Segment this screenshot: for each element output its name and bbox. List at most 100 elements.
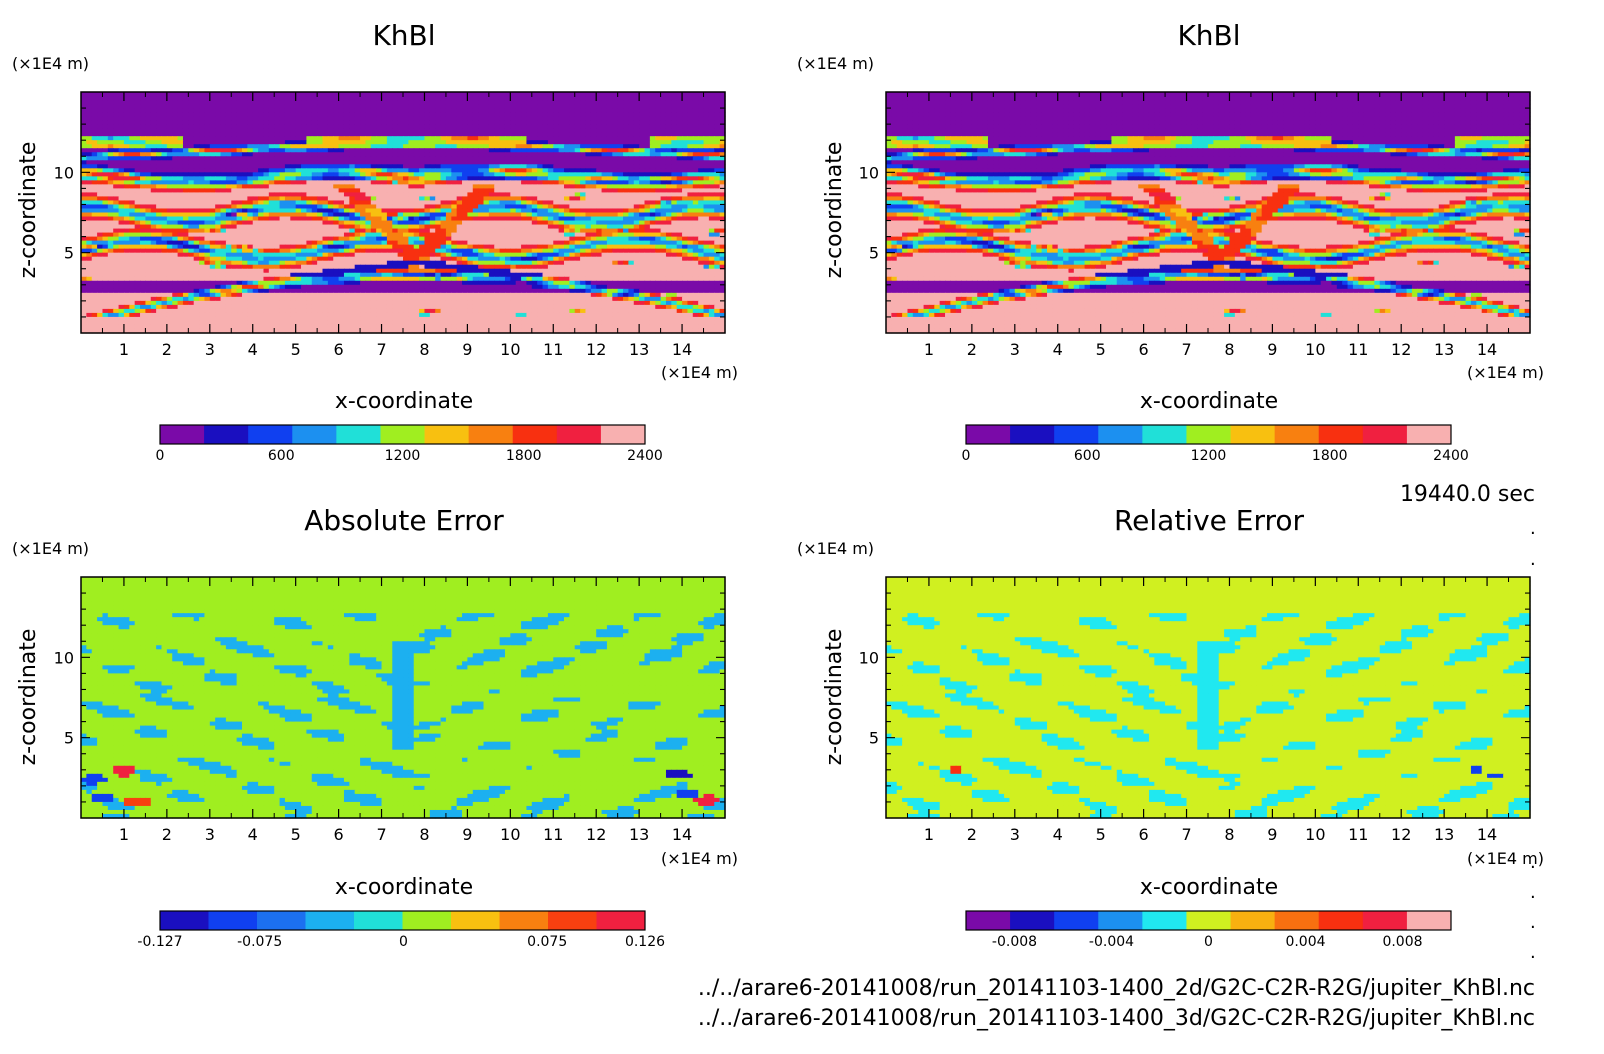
heatmap-cell (709, 208, 715, 213)
heatmap-cell (188, 208, 194, 213)
heatmap-cell (145, 144, 151, 149)
heatmap-cell (484, 204, 490, 209)
heatmap-cell (172, 132, 178, 137)
heatmap-cell (489, 196, 495, 201)
heatmap-cell (92, 213, 98, 218)
heatmap-cell (162, 124, 168, 129)
heatmap-cell (645, 128, 651, 133)
heatmap-cell (484, 221, 490, 226)
heatmap-cell (215, 152, 221, 157)
heatmap-cell (682, 217, 688, 222)
heatmap-cell (247, 120, 253, 125)
heatmap-cell (167, 160, 173, 165)
heatmap-cell (473, 172, 479, 177)
heatmap-cell (521, 196, 527, 201)
heatmap-cell (285, 196, 291, 201)
heatmap-cell (612, 225, 618, 230)
heatmap-cell (559, 148, 565, 153)
heatmap-cell (339, 148, 345, 153)
heatmap-cell (215, 120, 221, 125)
heatmap-cell (457, 132, 463, 137)
heatmap-cell (301, 104, 307, 109)
heatmap-cell (188, 132, 194, 137)
heatmap-cell (86, 180, 92, 185)
heatmap-cell (156, 176, 162, 181)
heatmap-cell (559, 132, 565, 137)
heatmap-cell (371, 200, 377, 205)
heatmap-cell (639, 120, 645, 125)
heatmap-cell (532, 188, 538, 193)
heatmap-cell (188, 136, 194, 141)
heatmap-cell (408, 108, 414, 113)
heatmap-cell (183, 225, 189, 230)
heatmap-cell (709, 124, 715, 129)
heatmap-cell (473, 200, 479, 205)
heatmap-cell (349, 176, 355, 181)
heatmap-cell (618, 116, 624, 121)
heatmap-cell (317, 188, 323, 193)
heatmap-cell (559, 213, 565, 218)
heatmap-cell (639, 225, 645, 230)
heatmap-cell (102, 160, 108, 165)
heatmap-cell (119, 217, 125, 222)
heatmap-cell (462, 108, 468, 113)
heatmap-cell (473, 116, 479, 121)
heatmap-cell (317, 108, 323, 113)
heatmap-cell (285, 128, 291, 133)
heatmap-cell (671, 100, 677, 105)
heatmap-cell (650, 208, 656, 213)
heatmap-cell (274, 204, 280, 209)
heatmap-cell (451, 112, 457, 117)
heatmap-cell (473, 221, 479, 226)
heatmap-cell (505, 200, 511, 205)
heatmap-cell (532, 156, 538, 161)
heatmap-cell (553, 124, 559, 129)
heatmap-cell (478, 176, 484, 181)
heatmap-cell (178, 164, 184, 169)
heatmap-cell (113, 164, 119, 169)
heatmap-cell (516, 204, 522, 209)
heatmap-cell (612, 148, 618, 153)
heatmap-cell (628, 156, 634, 161)
heatmap-cell (204, 188, 210, 193)
heatmap-cell (537, 128, 543, 133)
heatmap-cell (435, 96, 441, 101)
heatmap-cell (290, 112, 296, 117)
heatmap-cell (548, 196, 554, 201)
heatmap-cell (580, 164, 586, 169)
heatmap-cell (430, 156, 436, 161)
heatmap-cell (162, 136, 168, 141)
heatmap-cell (634, 116, 640, 121)
heatmap-cell (156, 192, 162, 197)
heatmap-cell (344, 104, 350, 109)
heatmap-cell (494, 204, 500, 209)
heatmap-cell (215, 148, 221, 153)
heatmap-cell (414, 208, 420, 213)
heatmap-cell (687, 132, 693, 137)
heatmap-cell (575, 168, 581, 173)
heatmap-cell (510, 124, 516, 129)
heatmap-cell (441, 140, 447, 145)
heatmap-cell (398, 217, 404, 222)
heatmap-cell (682, 168, 688, 173)
heatmap-cell (280, 225, 286, 230)
heatmap-cell (704, 132, 710, 137)
heatmap-cell (124, 164, 130, 169)
heatmap-cell (451, 221, 457, 226)
heatmap-cell (618, 140, 624, 145)
heatmap-cell (296, 136, 302, 141)
heatmap-cell (607, 96, 613, 101)
heatmap-cell (108, 180, 114, 185)
heatmap-cell (194, 176, 200, 181)
heatmap-cell (151, 217, 157, 222)
heatmap-cell (102, 229, 108, 234)
heatmap-cell (580, 156, 586, 161)
heatmap-cell (135, 128, 141, 133)
heatmap-cell (698, 116, 704, 121)
heatmap-cell (317, 148, 323, 153)
heatmap-cell (645, 176, 651, 181)
heatmap-cell (162, 188, 168, 193)
heatmap-cell (151, 96, 157, 101)
heatmap-cell (199, 116, 205, 121)
heatmap-cell (612, 152, 618, 157)
